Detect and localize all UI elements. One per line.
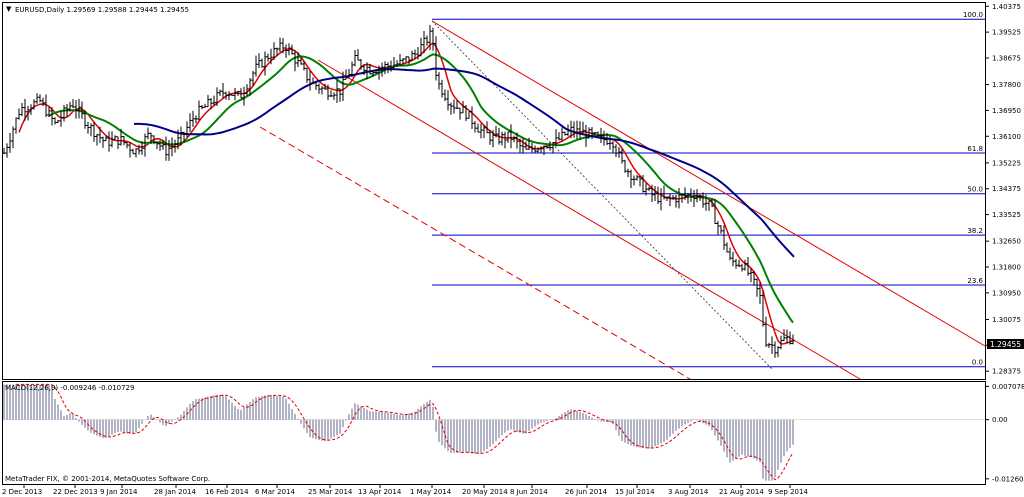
fib-level-label: 38.2: [967, 227, 983, 235]
time-tick-label: 26 Jun 2014: [565, 488, 608, 496]
time-tick-label: 3 Aug 2014: [668, 488, 709, 496]
macd-panel-frame: [2, 381, 986, 485]
time-tick-label: 20 May 2014: [462, 488, 508, 496]
channel-upper: [431, 20, 986, 347]
time-tick-label: 8 Jun 2014: [510, 488, 548, 496]
macd-histogram: [3, 383, 985, 481]
current-price-label: 1.29455: [990, 340, 1021, 349]
fib-level-label: 100.0: [963, 11, 983, 19]
time-tick-label: 21 Aug 2014: [719, 488, 764, 496]
macd-tick-label: 0.00: [992, 416, 1008, 424]
time-tick-label: 15 Jul 2014: [615, 488, 655, 496]
time-tick-label: 16 Feb 2014: [205, 488, 249, 496]
fib-level-label: 50.0: [967, 186, 983, 194]
price-tick-label: 1.32650: [992, 238, 1021, 246]
macd-tick-label: 0.007078: [992, 383, 1024, 391]
time-tick-label: 6 Mar 2014: [255, 488, 295, 496]
price-tick-label: 1.31800: [992, 264, 1021, 272]
price-tick-label: 1.30075: [992, 316, 1021, 324]
price-tick-label: 1.34375: [992, 185, 1021, 193]
price-tick-label: 1.40375: [992, 3, 1021, 11]
time-axis: 2 Dec 2013 22 Dec 2013 9 Jan 2014 28 Jan 20…: [2, 484, 808, 496]
price-tick-label: 1.35225: [992, 159, 1021, 167]
time-tick-label: 28 Jan 2014: [154, 488, 197, 496]
time-tick-label: 1 May 2014: [410, 488, 452, 496]
price-tick-label: 1.33525: [992, 211, 1021, 219]
fib-level-label: 61.8: [967, 145, 983, 153]
macd-header: MACD(12,26,9) -0.009246 -0.010729: [5, 384, 134, 392]
price-bars: [2, 24, 795, 358]
price-tick-label: 1.39525: [992, 29, 1021, 37]
channel-mid: [317, 59, 861, 380]
chart-menu-arrow[interactable]: ▼: [6, 5, 12, 13]
price-tick-label: 1.28375: [992, 368, 1021, 376]
copyright-footer: MetaTrader FIX, © 2001-2014, MetaQuotes …: [5, 475, 210, 483]
ma-medium-line: [48, 53, 794, 324]
macd-tick-label: -0.012606: [992, 475, 1024, 483]
time-tick-label: 22 Dec 2013: [53, 488, 98, 496]
fib-level-label: 0.0: [972, 359, 983, 367]
time-tick-label: 13 Apr 2014: [358, 488, 402, 496]
price-panel-frame: [2, 2, 986, 380]
time-tick-label: 25 Mar 2014: [308, 488, 353, 496]
time-tick-label: 9 Sep 2014: [768, 488, 808, 496]
macd-signal-line: [16, 383, 794, 481]
price-tick-label: 1.30950: [992, 289, 1021, 297]
ma-slow-line: [134, 67, 795, 258]
price-tick-label: 1.38675: [992, 54, 1021, 62]
channel-lower-dashed: [259, 126, 691, 380]
price-tick-label: 1.36950: [992, 107, 1021, 115]
current-price-box: [987, 339, 1024, 349]
fib-level-label: 23.6: [967, 277, 983, 285]
price-axis: 1.40375 1.39525 1.38675 1.37800 1.36950 1.361…: [985, 3, 1024, 483]
price-tick-label: 1.37800: [992, 81, 1021, 89]
time-tick-label: 9 Jan 2014: [100, 488, 138, 496]
time-tick-label: 2 Dec 2013: [2, 488, 42, 496]
price-tick-label: 1.36100: [992, 133, 1021, 141]
chart-header: EURUSD,Daily 1.29569 1.29588 1.29445 1.2…: [15, 6, 189, 14]
fibonacci-levels: 100.0 61.8 50.0 38.2 23.6 0.0: [432, 11, 985, 368]
